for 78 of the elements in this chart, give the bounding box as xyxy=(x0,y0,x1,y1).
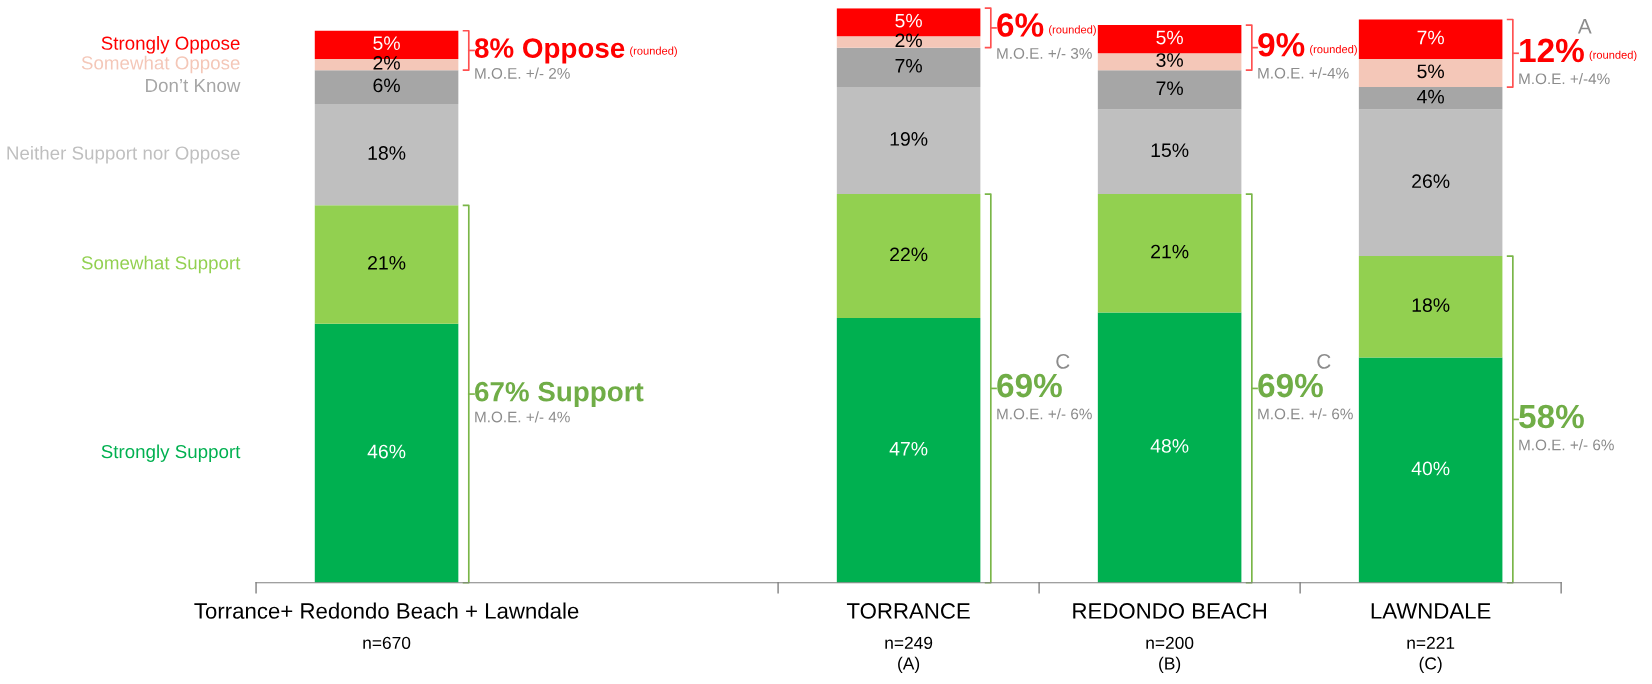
bar xyxy=(314,205,459,324)
text: Somewhat Oppose xyxy=(81,55,240,74)
text: Don’t Know xyxy=(146,79,241,93)
data-label: 19% xyxy=(890,132,928,146)
data-label: 5% xyxy=(1156,30,1183,45)
annotation: (rounded) xyxy=(1310,45,1357,56)
annotation: 6% xyxy=(997,13,1044,37)
annotation: 12% xyxy=(1520,38,1584,63)
x-tick-label: REDONDO BEACH n=200 (B) xyxy=(1073,603,1266,674)
text: Strongly Oppose xyxy=(101,36,240,54)
data-label: 7% xyxy=(1417,30,1444,45)
text: (rounded) xyxy=(1589,50,1637,62)
bar xyxy=(1097,70,1242,110)
x-tick-label: TORRANCE n=249 (A) xyxy=(846,603,970,674)
data-label: 47% xyxy=(889,441,928,456)
bar xyxy=(1097,109,1242,195)
bar xyxy=(1097,25,1242,54)
text: Strongly Support xyxy=(101,444,241,462)
bar xyxy=(1358,109,1503,257)
annotation: M.O.E. +/- 6% xyxy=(997,408,1092,420)
data-label: 21% xyxy=(1151,244,1189,259)
x-tick-label: Torrance+ Redondo Beach + Lawndale n=670 xyxy=(194,602,579,650)
annotation: M.O.E. +/- 3% xyxy=(997,47,1092,59)
annotation: 69% xyxy=(997,373,1062,398)
data-label: 7% xyxy=(1156,81,1183,96)
bar xyxy=(1358,19,1503,59)
data-label: 7% xyxy=(895,58,922,73)
data-label: 5% xyxy=(1417,64,1444,79)
bar xyxy=(314,103,459,206)
annotation: 67% Support xyxy=(475,381,644,408)
bar xyxy=(1358,357,1503,583)
data-label: 3% xyxy=(1156,53,1183,67)
data-label: 15% xyxy=(1151,143,1189,158)
data-label: 26% xyxy=(1412,174,1450,189)
annotation: C xyxy=(1056,354,1070,369)
data-label: 48% xyxy=(1150,439,1189,453)
data-label: 22% xyxy=(890,247,928,262)
annotation: 58% xyxy=(1519,404,1584,429)
text: Somewhat Support xyxy=(81,255,241,274)
data-label: 4% xyxy=(1417,89,1444,104)
bar xyxy=(1358,256,1503,358)
bar xyxy=(1097,53,1242,71)
annotation: C xyxy=(1317,354,1331,369)
bar xyxy=(836,47,981,88)
annotation: (rounded) xyxy=(1049,25,1096,36)
annotation: M.O.E. +/- 6% xyxy=(1519,439,1614,451)
text: A xyxy=(1577,19,1592,34)
data-label: 5% xyxy=(895,13,922,28)
annotation: 9% xyxy=(1258,32,1305,57)
data-label: 40% xyxy=(1411,461,1450,476)
data-label: 18% xyxy=(1412,298,1450,312)
bar xyxy=(1097,312,1242,583)
bar xyxy=(836,318,981,583)
annotation: (rounded) xyxy=(630,46,677,57)
annotation: M.O.E. +/- 6% xyxy=(1258,408,1353,420)
annotation: M.O.E. +/- 2% xyxy=(475,67,570,79)
annotation: M.O.E. +/-4% xyxy=(1258,67,1349,79)
annotation: M.O.E. +/-4% xyxy=(1519,72,1610,85)
x-tick-label: LAWNDALE n=221 (C) xyxy=(1371,603,1491,674)
annotation: 8% Oppose xyxy=(474,38,625,64)
data-label: 2% xyxy=(895,33,922,48)
data-label: 18% xyxy=(368,146,406,160)
data-label: 6% xyxy=(373,78,400,93)
data-label: 5% xyxy=(373,36,400,51)
bar xyxy=(314,70,459,104)
bar xyxy=(836,194,981,319)
data-label: 2% xyxy=(373,55,400,70)
annotation: 69% xyxy=(1258,373,1323,398)
bar xyxy=(1358,58,1503,88)
bar xyxy=(1097,194,1242,313)
bar xyxy=(1358,87,1503,110)
data-label: 46% xyxy=(367,444,406,459)
annotation: M.O.E. +/- 4% xyxy=(475,411,570,423)
text: Neither Support nor Oppose xyxy=(7,145,240,164)
bar xyxy=(314,323,459,583)
bar xyxy=(314,58,459,71)
data-label: 21% xyxy=(368,255,406,270)
bar xyxy=(836,87,981,195)
